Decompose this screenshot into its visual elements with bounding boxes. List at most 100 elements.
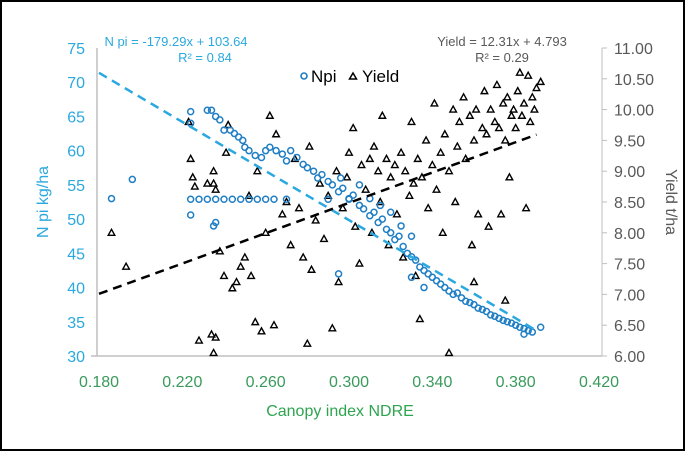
- yield-point: [382, 153, 391, 163]
- yield-point: [334, 277, 344, 286]
- npi-point: [128, 175, 137, 184]
- yield-point: [519, 98, 529, 107]
- yield-point: [432, 184, 441, 193]
- yield-point: [521, 203, 531, 212]
- yield-point: [338, 203, 348, 212]
- yield-point: [496, 209, 506, 218]
- y-right-tick-label: 6.50: [614, 318, 645, 335]
- yield-point: [536, 76, 546, 86]
- yield-point: [190, 181, 200, 190]
- yield-point: [227, 283, 237, 292]
- yield-point: [188, 172, 198, 181]
- yield-point: [448, 104, 458, 113]
- npi-trend-r2: R² = 0.84: [178, 50, 232, 65]
- yield-point: [361, 184, 371, 193]
- yield-point: [469, 277, 479, 286]
- yield-point: [121, 261, 131, 270]
- npi-point: [266, 143, 274, 151]
- yield-point: [390, 160, 400, 169]
- npi-point: [261, 195, 270, 204]
- yield-point: [517, 110, 527, 119]
- trendlines: [98, 71, 538, 332]
- npi-point: [339, 184, 347, 193]
- npi-point: [376, 201, 384, 210]
- x-tick-label: 0.180: [79, 374, 119, 391]
- yield-point: [367, 227, 377, 236]
- npi-point: [486, 311, 495, 319]
- yield-point: [277, 209, 287, 218]
- yield-point: [396, 147, 406, 156]
- yield-point: [250, 317, 260, 326]
- yield-point: [465, 110, 475, 119]
- yield-point: [211, 184, 221, 193]
- yield-point: [404, 190, 414, 200]
- x-tick-label: 0.260: [246, 374, 286, 391]
- yield-point: [269, 320, 279, 329]
- y-right-tick-label: 10.50: [614, 72, 654, 89]
- yield-point: [186, 153, 196, 163]
- yield-point: [527, 92, 537, 101]
- npi-point: [272, 146, 280, 155]
- yield-point: [511, 123, 521, 132]
- yield-point: [450, 197, 460, 206]
- npi-point: [107, 194, 116, 203]
- yield-point: [492, 80, 502, 89]
- yield-point: [319, 234, 329, 243]
- yield-point: [286, 240, 296, 249]
- yield-point: [509, 104, 519, 113]
- yield-point: [375, 197, 385, 206]
- npi-point: [251, 151, 259, 160]
- yield-point: [311, 215, 321, 224]
- npi-point: [407, 273, 416, 282]
- yield-point: [482, 129, 491, 138]
- yield-point: [484, 221, 494, 230]
- npi-point: [378, 215, 387, 223]
- npi-point: [536, 323, 545, 332]
- yield-point: [365, 153, 375, 163]
- y-left-axis-title: N pi kg/ha: [35, 166, 52, 238]
- yield-point: [373, 166, 383, 175]
- npi-point: [236, 195, 245, 204]
- yield-point: [507, 110, 516, 119]
- npi-point: [282, 195, 291, 204]
- npi-point: [334, 270, 343, 278]
- yield-point: [207, 329, 216, 338]
- x-tick-label: 0.300: [329, 374, 369, 391]
- yield-point: [490, 116, 500, 126]
- yield-point: [107, 227, 116, 236]
- yield-point: [398, 252, 408, 261]
- npi-point: [216, 116, 224, 124]
- x-axis-title: Canopy index NDRE: [266, 403, 414, 420]
- yield-point: [438, 227, 448, 236]
- y-left-tick-label: 50: [67, 212, 85, 229]
- npi-trend-equation: N pi = -179.29x + 103.64: [104, 34, 247, 49]
- npi-point: [303, 164, 312, 172]
- yield-point: [202, 178, 212, 187]
- y-right-tick-label: 7.50: [614, 257, 645, 274]
- npi-point: [253, 195, 262, 204]
- yield-point: [429, 98, 439, 107]
- yield-point: [413, 153, 423, 163]
- axes: 0.180 0.220 0.260 0.300 0.340 0.380 0.420 30 35 4…: [67, 41, 654, 391]
- yield-point: [392, 209, 402, 218]
- npi-point: [195, 195, 203, 204]
- npi-point: [203, 106, 212, 115]
- yield-point: [444, 347, 454, 357]
- x-tick-label: 0.380: [496, 374, 536, 391]
- npi-point: [520, 330, 528, 338]
- npi-point: [407, 232, 416, 240]
- npi-point: [386, 229, 395, 237]
- npi-point: [207, 106, 216, 115]
- npi-point: [309, 167, 318, 175]
- yield-trendline: [98, 133, 537, 296]
- yield-point: [525, 116, 535, 126]
- yield-trend-r2: R² = 0.29: [475, 50, 529, 65]
- x-tick-label: 0.420: [579, 374, 619, 391]
- npi-point: [461, 297, 470, 305]
- yield-point: [400, 166, 410, 175]
- yield-point: [246, 270, 256, 280]
- y-right-tick-label: 8.50: [614, 195, 645, 212]
- npi-point: [324, 195, 332, 204]
- yield-point: [386, 172, 396, 181]
- npi-point: [370, 208, 378, 217]
